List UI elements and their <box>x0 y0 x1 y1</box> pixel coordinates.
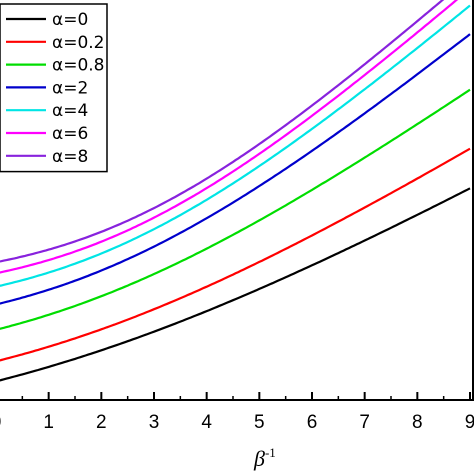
x-tick-label: 5 <box>254 412 265 433</box>
legend-label: α=6 <box>52 124 88 144</box>
series-line-6 <box>0 0 445 263</box>
x-tick-label: 2 <box>96 412 107 433</box>
legend-label: α=0.2 <box>52 33 105 53</box>
series-line-3 <box>0 33 471 305</box>
plot-area <box>0 0 471 382</box>
x-tick-label: 8 <box>412 412 423 433</box>
series-line-2 <box>0 88 471 330</box>
x-tick-label: 1 <box>43 412 54 433</box>
series-line-5 <box>0 0 459 274</box>
x-tick-label: 9 <box>465 412 474 433</box>
legend-label: α=2 <box>52 78 88 98</box>
x-tick-label: 4 <box>201 412 212 433</box>
x-tick-label: 0 <box>0 412 1 433</box>
legend-label: α=0.8 <box>52 56 105 76</box>
legend-label: α=4 <box>52 101 88 121</box>
x-axis: 0 1 2 3 4 5 6 7 8 9 <box>0 0 474 433</box>
x-tick-label: 6 <box>307 412 318 433</box>
x-axis-label: β-1 <box>253 445 276 471</box>
series-line-0 <box>0 187 471 382</box>
x-tick-label: 7 <box>359 412 370 433</box>
series-line-4 <box>0 4 471 287</box>
legend: α=0 α=0.2 α=0.8α=2 α=4 α=6 α=8 <box>0 3 108 173</box>
legend-label: α=8 <box>52 147 88 167</box>
legend-label: α=0 <box>52 10 88 30</box>
series-line-1 <box>0 147 471 362</box>
x-tick-label: 3 <box>149 412 160 433</box>
